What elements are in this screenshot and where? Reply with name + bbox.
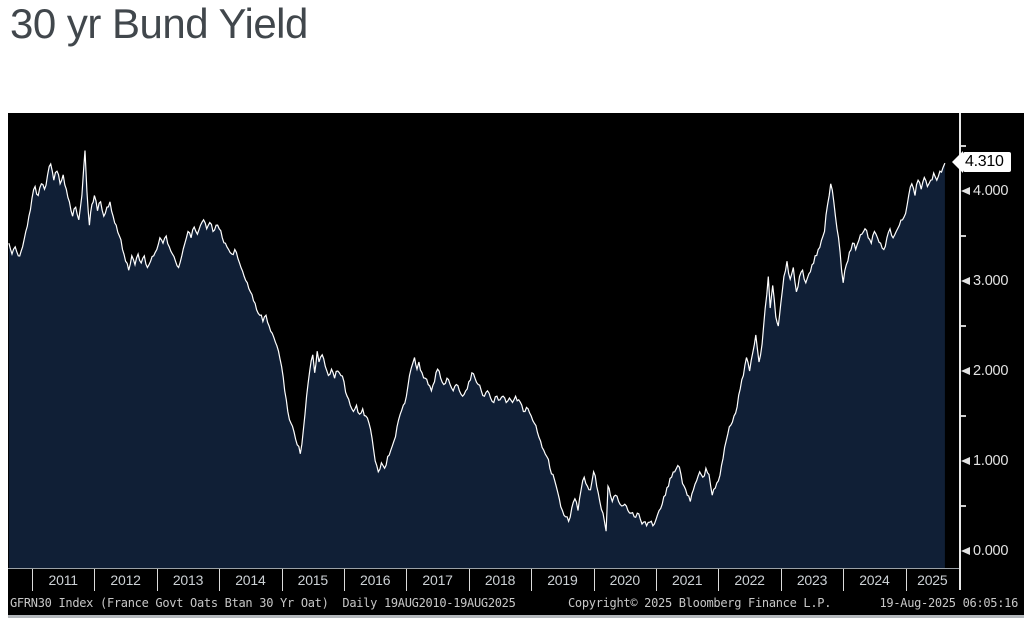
x-tick [718,569,720,591]
x-tick [843,569,845,591]
year-label: 2024 [859,572,890,588]
year-label: 2011 [48,572,79,588]
y-tick-arrow-icon [961,187,970,195]
chart-panel: 4.000 3.000 2.000 1.000 0.000 4.310 2011 2012… [8,113,1024,618]
y-tick-label: 0.000 [973,543,1009,559]
y-tick-label: 1.000 [973,453,1009,469]
x-axis: 2011 2012 2013 2014 2015 2016 2017 2018 2019 2020… [8,568,959,591]
x-tick [905,569,907,591]
x-tick [344,569,345,591]
x-tick [219,569,221,591]
y-minor-tick [961,325,966,327]
x-tick [32,569,33,591]
y-minor-tick [961,235,966,237]
y-tick-arrow-icon [961,457,970,465]
year-label: 2021 [672,572,703,588]
ticker-text: GFRN30 Index (France Govt Oats Btan 30 Y… [10,596,329,610]
status-bar: GFRN30 Index (France Govt Oats Btan 30 Y… [8,592,1024,616]
y-minor-tick [961,145,966,147]
y-tick-label: 2.000 [973,363,1009,379]
chart-plot[interactable] [8,113,959,568]
year-label: 2025 [917,572,948,588]
range-text: Daily 19AUG2010-19AUG2025 [342,596,516,610]
year-label: 2018 [484,572,516,588]
year-label: 2022 [734,572,765,588]
x-tick [156,569,158,591]
y-tick-label: 4.000 [973,183,1009,199]
timestamp: 19-Aug-2025 06:05:16 [879,596,1019,610]
y-tick-arrow-icon [961,547,970,555]
yield-line [8,150,946,532]
year-label: 2020 [609,572,641,588]
copyright-notice: Copyright© 2025 Bloomberg Finance L.P. [568,596,832,610]
year-label: 2012 [110,572,141,588]
ticker-description: GFRN30 Index (France Govt Oats Btan 30 Y… [10,596,516,610]
y-tick-arrow-icon [961,367,970,375]
x-tick [94,569,96,591]
x-tick [406,569,408,591]
year-label: 2016 [360,572,391,588]
year-label: 2015 [297,572,329,588]
last-price-tag: 4.310 [952,151,1011,174]
y-minor-tick [961,415,966,417]
year-label: 2014 [235,572,266,588]
year-label: 2019 [547,572,578,588]
x-tick [656,569,657,591]
x-tick [281,569,283,591]
x-tick [780,569,782,591]
page-title: 30 yr Bund Yield [10,0,308,47]
year-label: 2017 [422,572,453,588]
year-label: 2023 [796,572,828,588]
last-price-value: 4.310 [963,152,1011,173]
x-tick [593,569,595,591]
x-tick [468,569,470,591]
year-label: 2013 [172,572,204,588]
y-tick-label: 3.000 [973,273,1009,289]
left-arrow-icon [952,151,963,174]
y-minor-tick [961,505,966,507]
y-axis-line [959,113,961,590]
y-tick-arrow-icon [961,277,970,285]
area-fill [8,150,945,568]
x-tick [531,569,533,591]
